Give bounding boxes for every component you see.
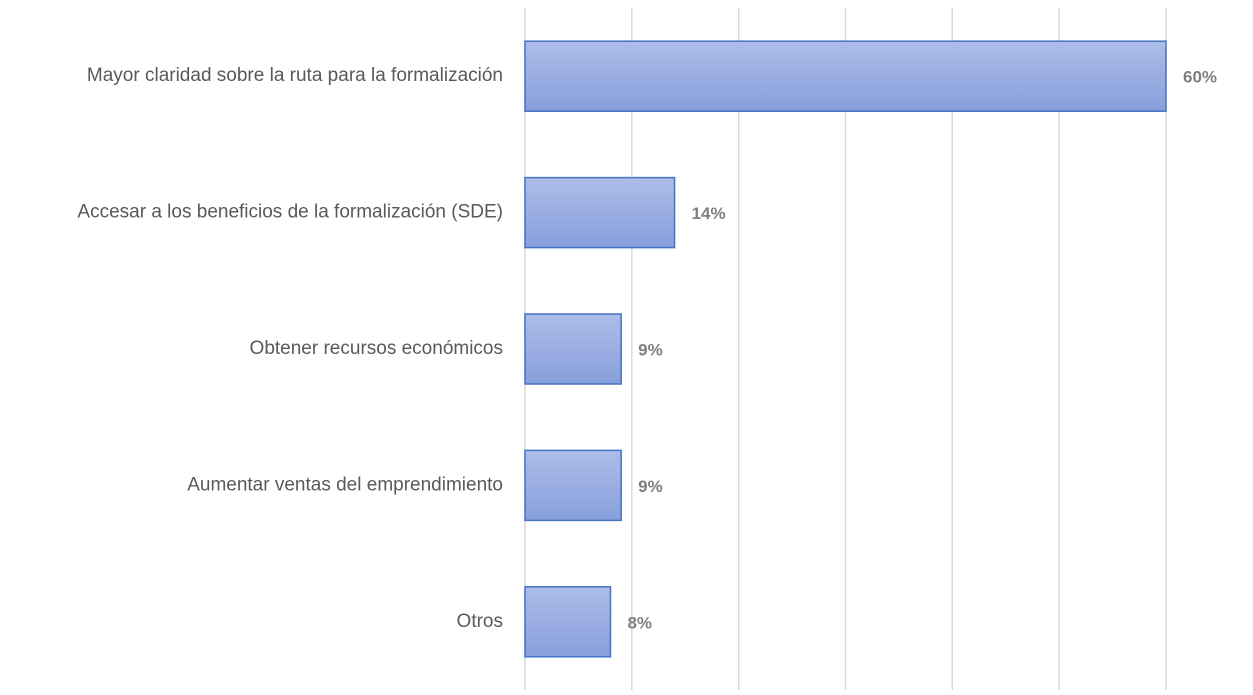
category-label: Obtener recursos económicos	[250, 338, 503, 359]
category-label: Aumentar ventas del emprendimiento	[187, 474, 503, 495]
data-label: 9%	[638, 340, 663, 359]
data-label: 9%	[638, 477, 663, 496]
bar	[524, 449, 622, 522]
bar	[524, 586, 612, 658]
data-label: 8%	[627, 613, 652, 632]
bar	[524, 176, 676, 249]
category-label: Accesar a los beneficios de la formaliza…	[77, 202, 503, 223]
bar	[524, 40, 1167, 112]
data-label: 14%	[692, 204, 726, 223]
category-label: Otros	[457, 611, 503, 632]
category-label: Mayor claridad sobre la ruta para la for…	[87, 65, 503, 86]
bar	[524, 313, 622, 385]
data-label: 60%	[1183, 68, 1217, 87]
